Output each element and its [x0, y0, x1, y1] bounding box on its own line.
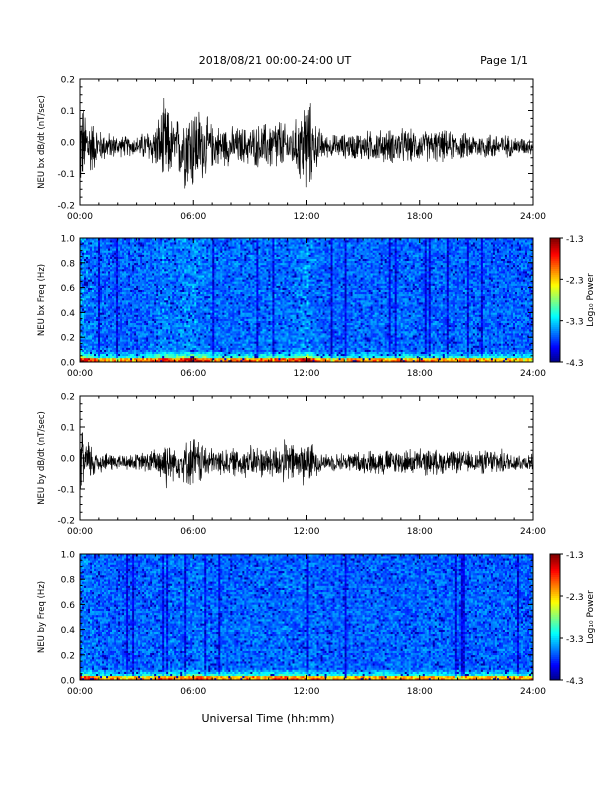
y-tick-label: 0.8	[61, 259, 76, 269]
x-tick-label: 06:00	[180, 527, 206, 537]
colorbar-tick-label: -4.3	[566, 359, 584, 369]
x-tick-label: 00:00	[67, 369, 93, 379]
x-tick-label: 18:00	[407, 527, 433, 537]
y-tick-label: 0.0	[61, 139, 76, 149]
x-tick-label: 06:00	[180, 369, 206, 379]
y-tick-label: 0.4	[61, 309, 76, 319]
x-tick-label: 24:00	[520, 687, 546, 697]
y-tick-label: -0.1	[57, 170, 75, 180]
colorbar-tick-label: -1.3	[566, 551, 584, 561]
colorbar-label: Log₁₀ Power	[586, 273, 596, 327]
x-tick-label: 24:00	[520, 212, 546, 222]
y-tick-label: 0.6	[61, 284, 76, 294]
colorbar-tick-label: -3.3	[566, 318, 584, 328]
y-tick-label: 1.0	[61, 551, 76, 561]
y-axis-label: NEU bx Freq (Hz)	[37, 264, 47, 336]
bx-spectrogram-panel: 00:00 06:00 12:00 18:00 24:00 1.0 0.8 0.6 0.4 0.2…	[37, 235, 546, 380]
bx-colorbar: -1.3 -2.3 -3.3 -4.3 Log₁₀ Power	[550, 235, 596, 369]
x-tick-label: 18:00	[407, 687, 433, 697]
spectrogram-cells	[80, 554, 533, 680]
y-tick-label: 0.0	[61, 455, 76, 465]
page-indicator: Page 1/1	[480, 54, 528, 67]
date-range-title: 2018/08/21 00:00-24:00 UT	[199, 54, 352, 67]
x-tick-label: 00:00	[67, 212, 93, 222]
colorbar-tick-label: -2.3	[566, 276, 584, 286]
colorbar-tick-label: -4.3	[566, 677, 584, 687]
x-tick-label: 06:00	[180, 212, 206, 222]
x-tick-label: 12:00	[294, 369, 320, 379]
dbdt-trace	[80, 432, 533, 489]
by-colorbar: -1.3 -2.3 -3.3 -4.3 Log₁₀ Power	[550, 551, 596, 687]
x-tick-label: 18:00	[407, 212, 433, 222]
y-axis-label: NEU by Freq (Hz)	[37, 581, 47, 653]
dbdt-trace	[80, 98, 533, 188]
y-tick-label: -0.2	[57, 517, 75, 527]
y-tick-label: 0.2	[61, 334, 75, 344]
by-dbdt-panel: 00:00 06:00 12:00 18:00 24:00 0.2 0.1 0.0 -0.1 -0…	[37, 393, 546, 538]
y-tick-label: 0.8	[61, 576, 76, 586]
x-tick-label: 24:00	[520, 369, 546, 379]
y-tick-label: 0.6	[61, 601, 76, 611]
x-tick-label: 18:00	[407, 369, 433, 379]
x-tick-label: 00:00	[67, 527, 93, 537]
spectrogram-cells	[80, 238, 533, 362]
x-tick-label: 12:00	[294, 687, 320, 697]
x-tick-label: 24:00	[520, 527, 546, 537]
y-tick-label: 0.4	[61, 626, 76, 636]
y-tick-label: -0.1	[57, 486, 75, 496]
y-tick-label: 0.2	[61, 76, 75, 86]
y-tick-label: 0.0	[61, 677, 76, 687]
y-axis-label: NEU bx dB/dt (nT/sec)	[37, 95, 47, 189]
bx-dbdt-panel: 00:00 06:00 12:00 18:00 24:00 0.2 0.1 0.0 -0.1 -0…	[37, 76, 546, 223]
x-tick-label: 12:00	[294, 527, 320, 537]
x-tick-label: 00:00	[67, 687, 93, 697]
x-tick-label: 12:00	[294, 212, 320, 222]
colorbar-tick-label: -1.3	[566, 235, 584, 245]
y-tick-label: -0.2	[57, 202, 75, 212]
y-tick-label: 0.1	[61, 424, 75, 434]
y-tick-label: 0.0	[61, 359, 76, 369]
colorbar-tick-label: -2.3	[566, 593, 584, 603]
colorbar-label: Log₁₀ Power	[586, 590, 596, 644]
y-tick-label: 0.2	[61, 393, 75, 403]
x-tick-label: 06:00	[180, 687, 206, 697]
y-axis-label: NEU by dB/dt (nT/sec)	[37, 411, 47, 505]
colorbar-tick-label: -3.3	[566, 635, 584, 645]
y-tick-label: 1.0	[61, 235, 76, 245]
y-tick-label: 0.2	[61, 651, 75, 661]
y-tick-label: 0.1	[61, 107, 75, 117]
by-spectrogram-panel: 00:00 06:00 12:00 18:00 24:00 1.0 0.8 0.6 0.4 0.2…	[37, 551, 546, 698]
x-axis-label: Universal Time (hh:mm)	[202, 712, 335, 725]
